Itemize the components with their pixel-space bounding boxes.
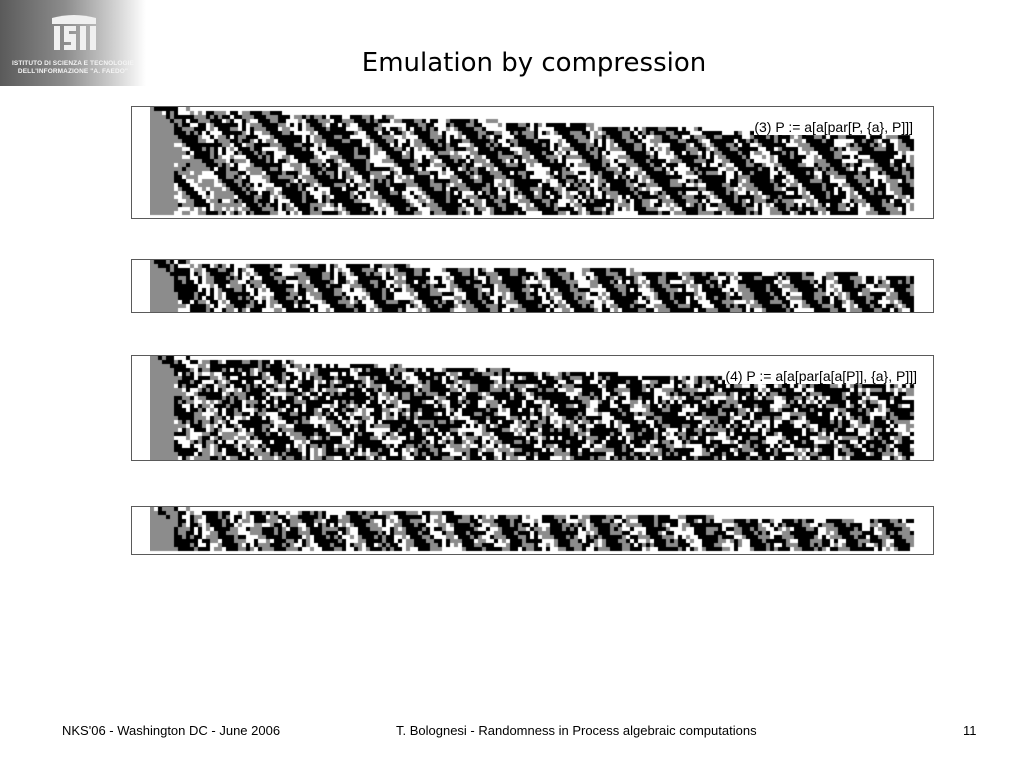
cellular-pattern-image <box>150 260 916 312</box>
emulation-panel-4: (4) P := a[a[par[a[a[P]], {a}, P]]] <box>131 355 934 461</box>
emulation-panel-3: (3) P := a[a[par[P, {a}, P]]] <box>131 106 934 219</box>
panel-label: (3) P := a[a[par[P, {a}, P]]] <box>754 119 913 135</box>
footer-left-text: NKS'06 - Washington DC - June 2006 <box>62 723 281 738</box>
emulation-panel-3-compressed <box>131 259 934 313</box>
logo-text-line1: ISTITUTO DI SCIENZA E TECNOLOGIE <box>11 60 134 67</box>
isti-logo-mark-icon <box>52 15 96 50</box>
slide-page-number: 11 <box>963 723 977 738</box>
slide-title: Emulation by compression <box>361 48 707 78</box>
panel-label: (4) P := a[a[par[a[a[P]], {a}, P]]] <box>725 368 917 384</box>
emulation-panel-4-compressed <box>131 506 934 555</box>
cellular-pattern-image <box>150 507 916 554</box>
isti-logo: ISTITUTO DI SCIENZA E TECNOLOGIE DELL'IN… <box>0 0 146 86</box>
footer-center-text: T. Bolognesi - Randomness in Process alg… <box>396 723 757 738</box>
logo-text-line2: DELL'INFORMAZIONE "A. FAEDO" <box>17 68 129 75</box>
